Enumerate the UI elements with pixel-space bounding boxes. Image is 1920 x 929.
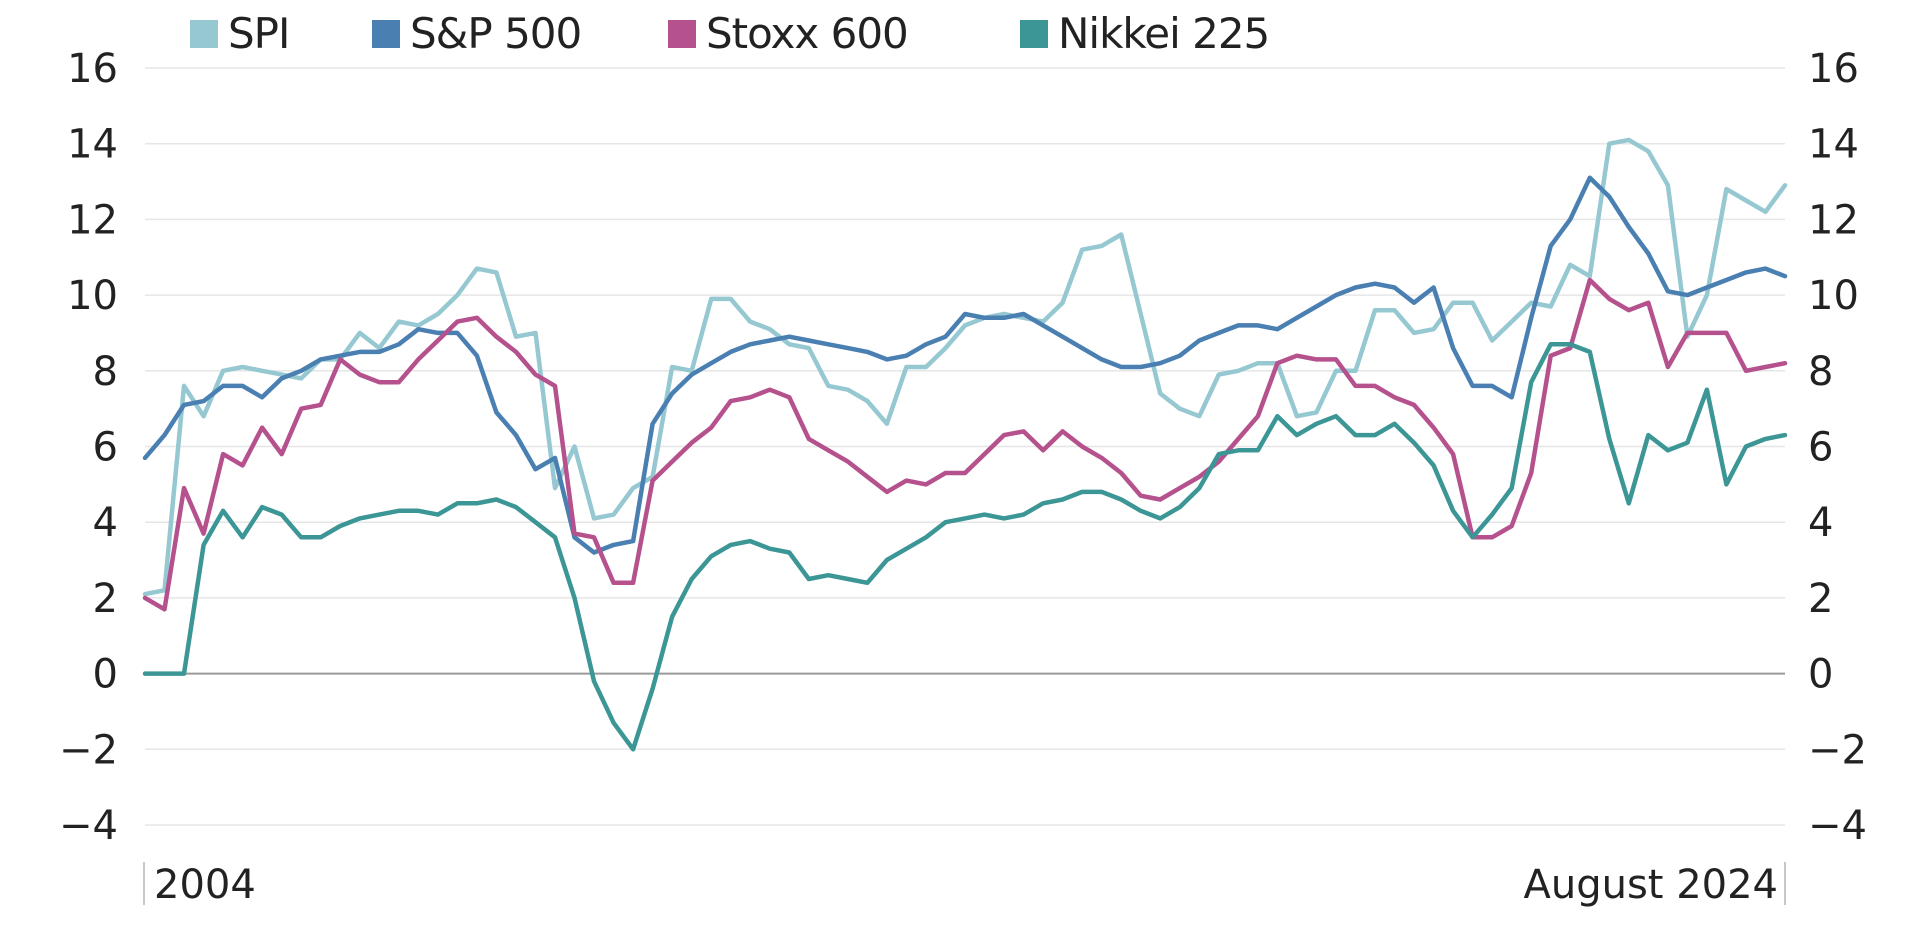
legend-swatch-stoxx600 [668, 20, 696, 48]
x-tick-label-start: 2004 [154, 862, 256, 908]
y-tick-label-right: 6 [1808, 425, 1833, 471]
legend-label-sp500: S&P 500 [410, 9, 582, 58]
y-tick-label-right: 12 [1808, 197, 1859, 243]
y-tick-label-left: 16 [67, 46, 118, 92]
y-tick-label-right: 14 [1808, 122, 1859, 168]
y-tick-label-left: −2 [59, 727, 118, 773]
series-line-s-p-500 [142, 175, 1788, 555]
y-tick-label-left: 10 [67, 273, 118, 319]
legend: SPI S&P 500 Stoxx 600 Nikkei 225 [0, 4, 1920, 64]
x-tick-label-end: August 2024 [1524, 862, 1779, 908]
legend-label-nikkei225: Nikkei 225 [1058, 9, 1270, 58]
legend-swatch-spi [190, 20, 218, 48]
series-line-spi [142, 137, 1788, 597]
y-tick-label-left: −4 [59, 803, 118, 849]
y-tick-label-right: 2 [1808, 576, 1833, 622]
legend-label-spi: SPI [228, 9, 290, 58]
y-tick-label-left: 0 [93, 652, 118, 698]
y-tick-label-left: 2 [93, 576, 118, 622]
legend-item-stoxx600[interactable]: Stoxx 600 [668, 4, 909, 64]
legend-item-nikkei225[interactable]: Nikkei 225 [1020, 4, 1270, 64]
legend-item-spi[interactable]: SPI [190, 4, 290, 64]
y-tick-label-left: 8 [93, 349, 118, 395]
y-tick-label-right: 10 [1808, 273, 1859, 319]
legend-swatch-sp500 [372, 20, 400, 48]
y-tick-label-left: 14 [67, 122, 118, 168]
legend-item-sp500[interactable]: S&P 500 [372, 4, 582, 64]
legend-swatch-nikkei225 [1020, 20, 1048, 48]
series-line-stoxx-600 [142, 277, 1788, 612]
y-tick-label-right: 8 [1808, 349, 1833, 395]
y-tick-label-right: 16 [1808, 46, 1859, 92]
y-tick-label-left: 12 [67, 197, 118, 243]
y-tick-label-right: −2 [1808, 727, 1867, 773]
series-line-nikkei-225 [142, 342, 1788, 752]
y-tick-label-right: 0 [1808, 652, 1833, 698]
y-tick-label-left: 6 [93, 425, 118, 471]
y-tick-label-left: 4 [93, 500, 118, 546]
legend-label-stoxx600: Stoxx 600 [706, 9, 909, 58]
y-tick-label-right: 4 [1808, 500, 1833, 546]
y-tick-label-right: −4 [1808, 803, 1867, 849]
